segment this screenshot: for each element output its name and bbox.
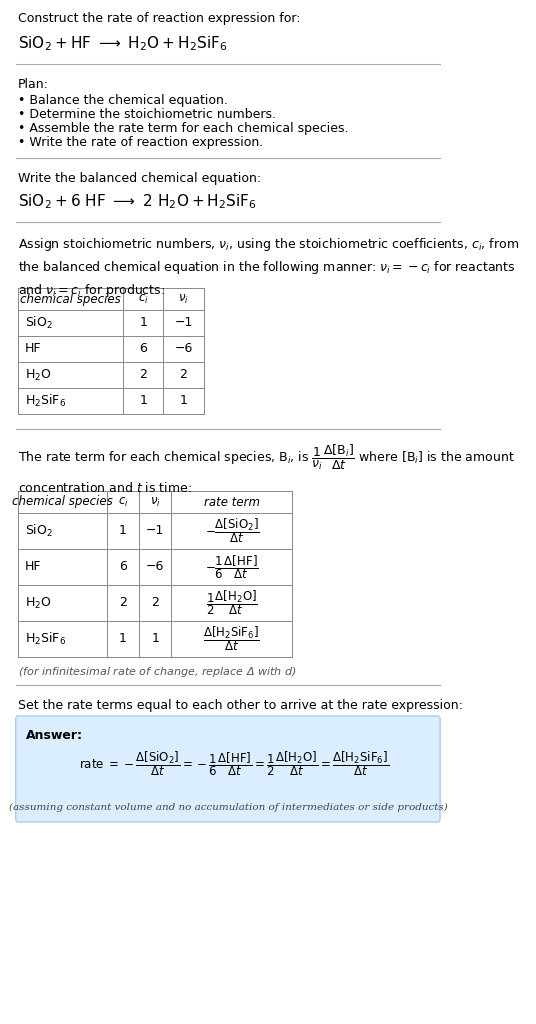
Text: H$_2$O: H$_2$O — [25, 595, 51, 610]
Text: Plan:: Plan: — [18, 78, 49, 91]
Text: −6: −6 — [174, 342, 193, 355]
Text: $c_i$: $c_i$ — [118, 496, 129, 509]
FancyBboxPatch shape — [16, 716, 440, 822]
Text: Assign stoichiometric numbers, $\nu_i$, using the stoichiometric coefficients, $: Assign stoichiometric numbers, $\nu_i$, … — [18, 236, 519, 299]
Text: $-\dfrac{\Delta[\mathrm{SiO_2}]}{\Delta t}$: $-\dfrac{\Delta[\mathrm{SiO_2}]}{\Delta … — [205, 516, 259, 546]
Text: rate term: rate term — [204, 496, 260, 509]
Text: $\nu_i$: $\nu_i$ — [178, 293, 189, 305]
Text: • Balance the chemical equation.: • Balance the chemical equation. — [18, 94, 228, 106]
Text: Answer:: Answer: — [26, 729, 83, 742]
Text: The rate term for each chemical species, B$_i$, is $\dfrac{1}{\nu_i}\dfrac{\Delt: The rate term for each chemical species,… — [18, 443, 515, 495]
Text: 1: 1 — [139, 394, 147, 408]
Text: 1: 1 — [119, 633, 127, 645]
Text: $c_i$: $c_i$ — [138, 293, 148, 305]
Text: HF: HF — [25, 560, 41, 573]
Text: Construct the rate of reaction expression for:: Construct the rate of reaction expressio… — [18, 12, 301, 25]
Text: 6: 6 — [139, 342, 147, 355]
Text: 2: 2 — [180, 369, 188, 382]
Text: H$_2$SiF$_6$: H$_2$SiF$_6$ — [25, 393, 66, 409]
Text: 1: 1 — [180, 394, 188, 408]
Text: (for infinitesimal rate of change, replace Δ with $d$): (for infinitesimal rate of change, repla… — [18, 665, 297, 679]
Text: rate $= -\dfrac{\Delta[\mathrm{SiO_2}]}{\Delta t} = -\dfrac{1}{6}\dfrac{\Delta[\: rate $= -\dfrac{\Delta[\mathrm{SiO_2}]}{… — [79, 750, 389, 778]
Text: 2: 2 — [151, 597, 159, 609]
Text: SiO$_2$: SiO$_2$ — [25, 523, 53, 539]
Text: $\dfrac{1}{2}\dfrac{\Delta[\mathrm{H_2O}]}{\Delta t}$: $\dfrac{1}{2}\dfrac{\Delta[\mathrm{H_2O}… — [206, 589, 258, 617]
Text: HF: HF — [25, 342, 41, 355]
Text: 2: 2 — [139, 369, 147, 382]
Text: Write the balanced chemical equation:: Write the balanced chemical equation: — [18, 172, 261, 185]
Text: $\nu_i$: $\nu_i$ — [150, 496, 161, 509]
Text: chemical species: chemical species — [12, 496, 113, 509]
Text: −1: −1 — [174, 316, 193, 330]
Text: −1: −1 — [146, 524, 165, 538]
Text: • Write the rate of reaction expression.: • Write the rate of reaction expression. — [18, 136, 263, 150]
Text: Set the rate terms equal to each other to arrive at the rate expression:: Set the rate terms equal to each other t… — [18, 699, 463, 712]
Text: • Determine the stoichiometric numbers.: • Determine the stoichiometric numbers. — [18, 108, 276, 121]
Text: 6: 6 — [119, 560, 127, 573]
Text: $\mathrm{SiO_2 + HF \ \longrightarrow \ H_2O + H_2SiF_6}$: $\mathrm{SiO_2 + HF \ \longrightarrow \ … — [18, 34, 228, 52]
Text: $\dfrac{\Delta[\mathrm{H_2SiF_6}]}{\Delta t}$: $\dfrac{\Delta[\mathrm{H_2SiF_6}]}{\Delt… — [204, 625, 260, 653]
Text: $-\dfrac{1}{6}\dfrac{\Delta[\mathrm{HF}]}{\Delta t}$: $-\dfrac{1}{6}\dfrac{\Delta[\mathrm{HF}]… — [205, 553, 259, 581]
Text: 1: 1 — [139, 316, 147, 330]
Text: −6: −6 — [146, 560, 165, 573]
Text: (assuming constant volume and no accumulation of intermediates or side products): (assuming constant volume and no accumul… — [9, 803, 447, 812]
Text: 1: 1 — [151, 633, 159, 645]
Text: chemical species: chemical species — [20, 293, 121, 305]
Text: H$_2$SiF$_6$: H$_2$SiF$_6$ — [25, 631, 66, 647]
Text: $\mathrm{SiO_2 + 6\ HF \ \longrightarrow \ 2\ H_2O + H_2SiF_6}$: $\mathrm{SiO_2 + 6\ HF \ \longrightarrow… — [18, 193, 257, 211]
Text: SiO$_2$: SiO$_2$ — [25, 315, 53, 331]
Text: 1: 1 — [119, 524, 127, 538]
Text: 2: 2 — [119, 597, 127, 609]
Text: • Assemble the rate term for each chemical species.: • Assemble the rate term for each chemic… — [18, 122, 348, 135]
Text: H$_2$O: H$_2$O — [25, 368, 51, 383]
